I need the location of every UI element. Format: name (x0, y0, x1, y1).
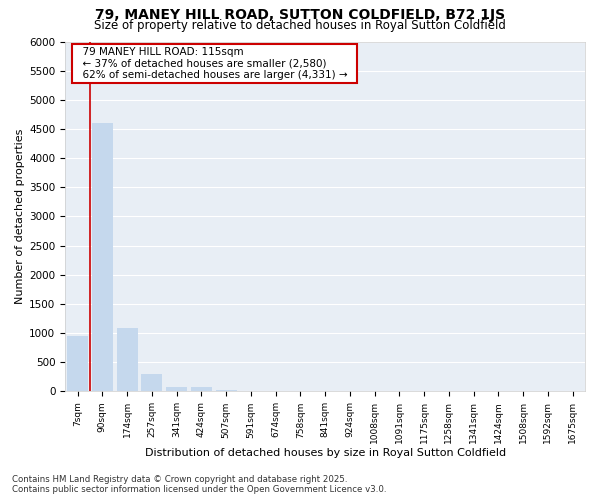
Text: Size of property relative to detached houses in Royal Sutton Coldfield: Size of property relative to detached ho… (94, 18, 506, 32)
Bar (116, 328, 137, 392)
Text: 79, MANEY HILL ROAD, SUTTON COLDFIELD, B72 1JS: 79, MANEY HILL ROAD, SUTTON COLDFIELD, B… (95, 8, 505, 22)
Bar (166, 387, 187, 392)
X-axis label: Distribution of detached houses by size in Royal Sutton Coldfield: Distribution of detached houses by size … (145, 448, 506, 458)
Text: 79 MANEY HILL ROAD: 115sqm
  ← 37% of detached houses are smaller (2,580)
  62% : 79 MANEY HILL ROAD: 115sqm ← 37% of deta… (76, 46, 353, 80)
Bar (67, 336, 88, 392)
Y-axis label: Number of detached properties: Number of detached properties (15, 129, 25, 304)
Bar (92, 123, 113, 392)
Bar (141, 374, 163, 392)
Text: Contains HM Land Registry data © Crown copyright and database right 2025.
Contai: Contains HM Land Registry data © Crown c… (12, 474, 386, 494)
Bar (215, 390, 236, 392)
Bar (191, 387, 212, 392)
